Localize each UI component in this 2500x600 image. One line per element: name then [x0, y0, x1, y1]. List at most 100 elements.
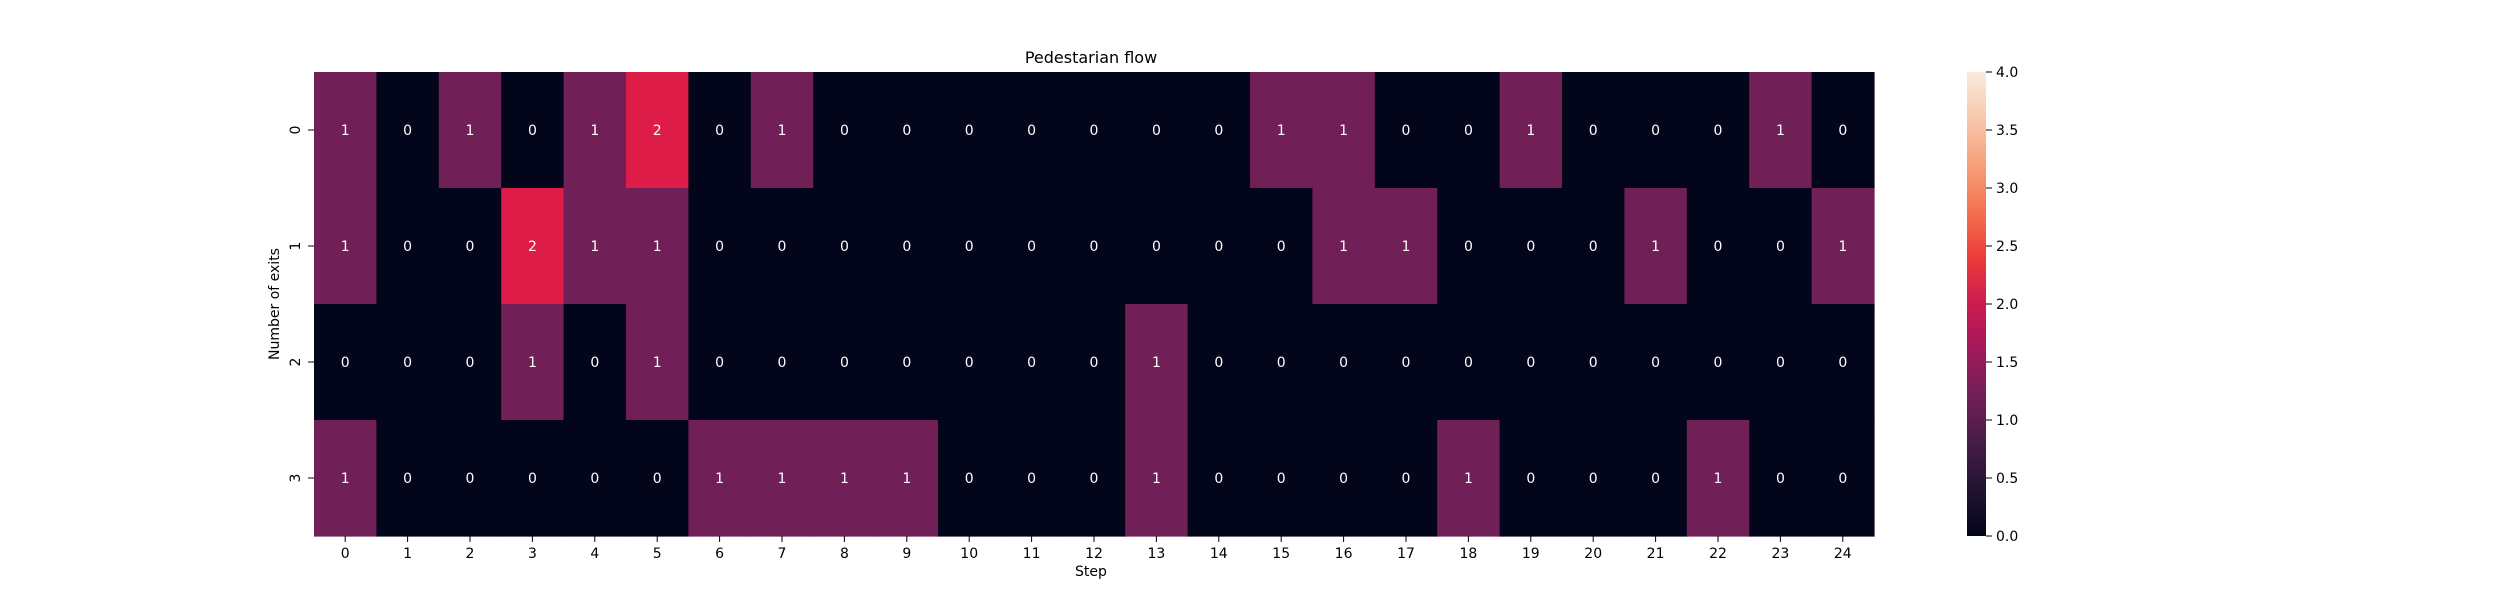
x-tick-label: 18 [1459, 546, 1477, 562]
x-tick-label: 24 [1834, 546, 1852, 562]
heatmap-cell [1000, 420, 1064, 537]
heatmap-cell [1312, 72, 1376, 189]
cell-value-label: 0 [1464, 239, 1473, 255]
heatmap-cell [1686, 188, 1750, 305]
heatmap-cell [1062, 72, 1126, 189]
heatmap-cell [750, 420, 814, 537]
heatmap-cell [813, 72, 877, 189]
x-axis-label: Step [1075, 564, 1107, 580]
cell-value-label: 1 [341, 123, 350, 139]
heatmap-cell [1749, 304, 1813, 421]
cell-value-label: 0 [1402, 355, 1411, 371]
heatmap-cell [938, 188, 1001, 305]
heatmap-cell [1374, 188, 1438, 305]
cell-value-label: 0 [1838, 123, 1847, 139]
heatmap-cell [1187, 72, 1251, 189]
heatmap-cell [875, 420, 939, 537]
heatmap-cell [438, 304, 502, 421]
heatmap-cell [1062, 420, 1126, 537]
cell-value-label: 1 [341, 239, 350, 255]
heatmap-cell [438, 420, 502, 537]
cell-value-label: 0 [1402, 471, 1411, 487]
heatmap-cell [1250, 304, 1313, 421]
x-axis: 0 1 2 3 4 5 6 7 8 9 10 11 12 13 14 15 16 17 18 19 20 21 22 23 24 [341, 536, 1852, 562]
cell-value-label: 0 [1027, 471, 1036, 487]
colorbar [1967, 72, 1986, 536]
cell-value-label: 1 [1339, 123, 1348, 139]
heatmap-cell [875, 188, 939, 305]
x-tick-label: 1 [403, 546, 412, 562]
heatmap-cell [938, 304, 1001, 421]
cell-value-label: 1 [1651, 239, 1660, 255]
cell-value-label: 0 [902, 355, 911, 371]
cell-value-label: 0 [1214, 239, 1223, 255]
heatmap-cell [938, 72, 1001, 189]
cell-value-label: 0 [840, 123, 849, 139]
colorbar-tick-label: 3.5 [1996, 123, 2018, 139]
heatmap-cell [1562, 188, 1625, 305]
heatmap-cell [1811, 304, 1875, 421]
cell-value-label: 0 [1776, 471, 1785, 487]
cell-value-label: 0 [840, 239, 849, 255]
cell-value-label: 0 [1214, 355, 1223, 371]
cell-value-label: 1 [1776, 123, 1785, 139]
heatmap-cell [1562, 420, 1625, 537]
heatmap-cell [1437, 188, 1501, 305]
x-tick-label: 9 [902, 546, 911, 562]
cell-value-label: 0 [1714, 123, 1723, 139]
heatmap-cell [563, 420, 627, 537]
cell-value-label: 0 [1277, 239, 1286, 255]
cell-value-label: 0 [1589, 123, 1598, 139]
cell-value-label: 2 [653, 123, 662, 139]
cell-value-label: 0 [1339, 471, 1348, 487]
cell-value-label: 1 [528, 355, 537, 371]
cell-value-label: 0 [1526, 239, 1535, 255]
x-tick-label: 0 [341, 546, 350, 562]
x-tick-label: 23 [1771, 546, 1789, 562]
cell-value-label: 0 [840, 355, 849, 371]
heatmap-cell [1437, 304, 1501, 421]
heatmap-cell [750, 304, 814, 421]
y-tick-label: 3 [288, 474, 304, 483]
cell-value-label: 0 [1838, 355, 1847, 371]
heatmap-cell [314, 420, 377, 537]
heatmap-cell [1125, 420, 1189, 537]
cell-value-label: 0 [715, 355, 724, 371]
cell-value-label: 0 [778, 239, 787, 255]
colorbar-tick-label: 3.0 [1996, 181, 2018, 197]
heatmap-cell [563, 188, 627, 305]
x-tick-label: 13 [1147, 546, 1165, 562]
heatmap-cell [688, 420, 752, 537]
heatmap-cell [1749, 420, 1813, 537]
cell-value-label: 0 [341, 355, 350, 371]
heatmap-cell [1000, 304, 1064, 421]
cell-value-label: 0 [590, 355, 599, 371]
x-tick-label: 5 [653, 546, 662, 562]
heatmap-cell-labels: 1 0 1 0 1 2 0 1 0 0 0 0 0 0 0 1 1 0 0 1 0 0 0 1 0 1 0 0 2 1 1 0 0 0 0 0 0 0 0 0… [341, 123, 1848, 487]
cell-value-label: 1 [341, 471, 350, 487]
cell-value-label: 0 [1277, 471, 1286, 487]
colorbar-tick-label: 2.0 [1996, 297, 2018, 313]
cell-value-label: 0 [1589, 239, 1598, 255]
heatmap-cell [501, 188, 565, 305]
heatmap-cell [1000, 72, 1064, 189]
cell-value-label: 0 [965, 123, 974, 139]
cell-value-label: 0 [965, 471, 974, 487]
cell-value-label: 1 [1339, 239, 1348, 255]
heatmap-cell [1499, 188, 1563, 305]
cell-value-label: 0 [403, 123, 412, 139]
y-axis-label: Number of exits [267, 248, 283, 360]
heatmap-cell [376, 188, 440, 305]
chart-title: Pedestarian flow [1025, 48, 1157, 67]
heatmap-cell [1062, 304, 1126, 421]
x-tick-label: 21 [1647, 546, 1665, 562]
heatmap-cell [1686, 304, 1750, 421]
heatmap-cell [1562, 304, 1625, 421]
cell-value-label: 1 [840, 471, 849, 487]
colorbar-tick-label: 0.5 [1996, 471, 2018, 487]
heatmap-cell [1811, 420, 1875, 537]
colorbar-tick-label: 0.0 [1996, 529, 2018, 545]
cell-value-label: 0 [1651, 123, 1660, 139]
heatmap-cell [875, 72, 939, 189]
cell-value-label: 1 [466, 123, 475, 139]
